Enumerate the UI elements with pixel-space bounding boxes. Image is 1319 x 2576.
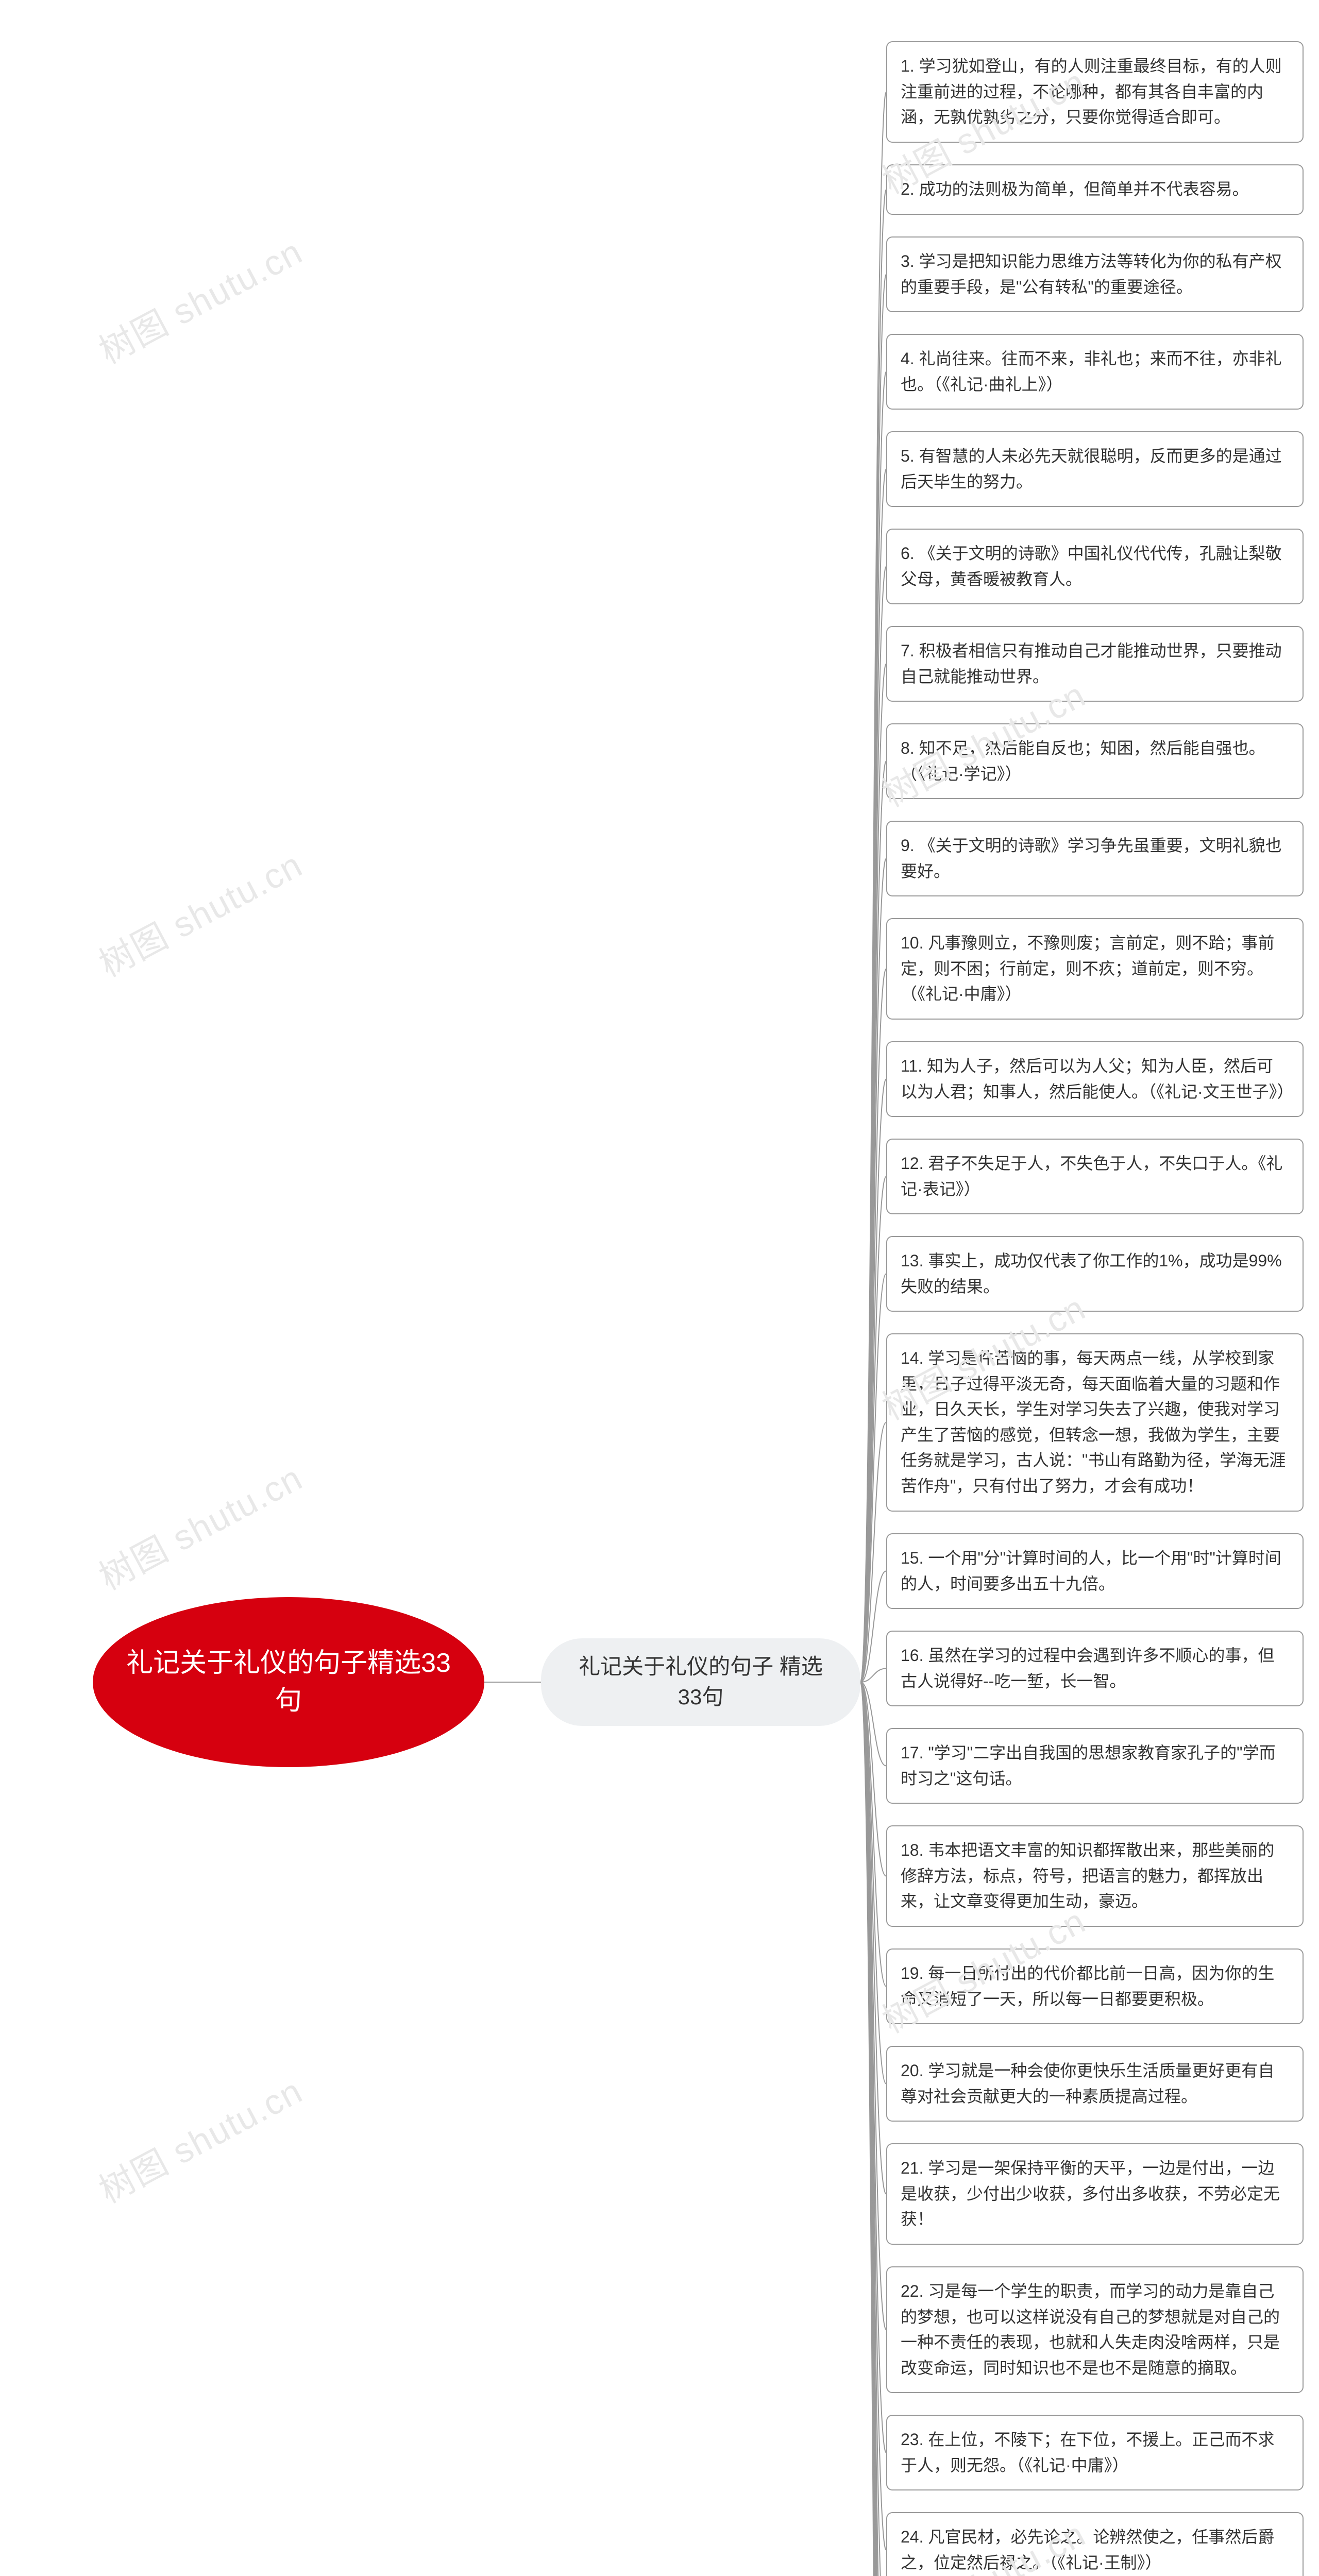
connector xyxy=(860,1682,886,2576)
connector xyxy=(860,1682,886,1987)
leaf-node: 11. 知为人子，然后可以为人父；知为人臣，然后可以为人君；知事人，然后能使人。… xyxy=(886,1041,1304,1117)
leaf-text: 17. "学习"二字出自我国的思想家教育家孔子的"学而时习之"这句话。 xyxy=(901,1743,1275,1788)
connector xyxy=(860,1682,886,2576)
connector xyxy=(860,969,886,1683)
leaf-text: 14. 学习是件苦恼的事，每天两点一线，从学校到家里，日子过得平淡无奇，每天面临… xyxy=(901,1349,1286,1495)
watermark: 树图 shutu.cn xyxy=(89,224,310,374)
connector xyxy=(860,567,886,1683)
leaf-text: 20. 学习就是一种会使你更快乐生活质量更好更有自尊对社会贡献更大的一种素质提高… xyxy=(901,2061,1274,2106)
leaf-node: 23. 在上位，不陵下；在下位，不援上。正己而不求于人，则无怨。（《礼记·中庸》… xyxy=(886,2415,1304,2490)
connector xyxy=(860,1682,886,1766)
leaf-text: 21. 学习是一架保持平衡的天平，一边是付出，一边是收获，少付出少收获，多付出多… xyxy=(901,2159,1280,2228)
leaf-text: 12. 君子不失足于人，不失色于人，不失口于人。《礼记·表记》） xyxy=(901,1154,1282,1198)
leaf-text: 15. 一个用"分"计算时间的人，比一个用"时"计算时间的人，时间要多出五十九倍… xyxy=(901,1549,1281,1593)
connector xyxy=(860,372,886,1683)
watermark: 树图 shutu.cn xyxy=(89,1450,310,1600)
leaf-node: 20. 学习就是一种会使你更快乐生活质量更好更有自尊对社会贡献更大的一种素质提高… xyxy=(886,2046,1304,2122)
leaf-node: 18. 韦本把语文丰富的知识都挥散出来，那些美丽的修辞方法，标点，符号，把语言的… xyxy=(886,1825,1304,1927)
connector xyxy=(860,1669,886,1683)
leaf-text: 7. 积极者相信只有推动自己才能推动世界，只要推动自己就能推动世界。 xyxy=(901,641,1282,686)
connector xyxy=(860,92,886,1683)
leaf-node: 12. 君子不失足于人，不失色于人，不失口于人。《礼记·表记》） xyxy=(886,1139,1304,1214)
leaf-node: 2. 成功的法则极为简单，但简单并不代表容易。 xyxy=(886,164,1304,215)
connector xyxy=(860,1682,886,2550)
leaf-node: 19. 每一日所付出的代价都比前一日高，因为你的生命又消短了一天，所以每一日都要… xyxy=(886,1948,1304,2024)
root-node: 礼记关于礼仪的句子精选33句 xyxy=(93,1597,484,1767)
connector xyxy=(860,275,886,1683)
leaf-text: 16. 虽然在学习的过程中会遇到许多不顺心的事，但古人说得好--吃一堑，长一智。 xyxy=(901,1646,1274,1690)
leaf-node: 10. 凡事豫则立，不豫则废；言前定，则不跲；事前定，则不困；行前定，则不疚；道… xyxy=(886,918,1304,1020)
leaf-text: 9. 《关于文明的诗歌》学习争先虽重要，文明礼貌也要好。 xyxy=(901,836,1282,880)
leaf-text: 3. 学习是把知识能力思维方法等转化为你的私有产权的重要手段，是"公有转私"的重… xyxy=(901,252,1282,296)
leaf-text: 2. 成功的法则极为简单，但简单并不代表容易。 xyxy=(901,180,1249,198)
leaf-node: 13. 事实上，成功仅代表了你工作的1%，成功是99%失败的结果。 xyxy=(886,1236,1304,1312)
leaf-node: 21. 学习是一架保持平衡的天平，一边是付出，一边是收获，少付出少收获，多付出多… xyxy=(886,2143,1304,2245)
mid-node: 礼记关于礼仪的句子 精选33句 xyxy=(541,1638,860,1726)
leaf-text: 11. 知为人子，然后可以为人父；知为人臣，然后可以为人君；知事人，然后能使人。… xyxy=(901,1057,1294,1101)
leaf-node: 5. 有智慧的人未必先天就很聪明，反而更多的是通过后天毕生的努力。 xyxy=(886,431,1304,507)
leaf-node: 4. 礼尚往来。往而不来，非礼也；来而不往，亦非礼也。（《礼记·曲礼上》） xyxy=(886,334,1304,410)
leaf-node: 22. 习是每一个学生的职责，而学习的动力是靠自己的梦想，也可以这样说没有自己的… xyxy=(886,2266,1304,2393)
connector xyxy=(860,1682,886,2194)
leaf-text: 5. 有智慧的人未必先天就很聪明，反而更多的是通过后天毕生的努力。 xyxy=(901,447,1282,491)
connector xyxy=(860,1682,886,2084)
leaf-node: 9. 《关于文明的诗歌》学习争先虽重要，文明礼貌也要好。 xyxy=(886,821,1304,896)
leaf-node: 24. 凡官民材，必先论之。论辨然使之，任事然后爵之，位定然后禄之。（《礼记·王… xyxy=(886,2512,1304,2576)
connector xyxy=(860,469,886,1683)
connector xyxy=(860,859,886,1683)
connector xyxy=(860,190,886,1682)
leaf-text: 18. 韦本把语文丰富的知识都挥散出来，那些美丽的修辞方法，标点，符号，把语言的… xyxy=(901,1841,1274,1910)
connector xyxy=(860,1177,886,1683)
leaf-text: 22. 习是每一个学生的职责，而学习的动力是靠自己的梦想，也可以这样说没有自己的… xyxy=(901,2282,1280,2377)
leaf-node: 14. 学习是件苦恼的事，每天两点一线，从学校到家里，日子过得平淡无奇，每天面临… xyxy=(886,1333,1304,1512)
leaf-text: 23. 在上位，不陵下；在下位，不援上。正己而不求于人，则无怨。（《礼记·中庸》… xyxy=(901,2430,1274,2475)
leaf-node: 16. 虽然在学习的过程中会遇到许多不顺心的事，但古人说得好--吃一堑，长一智。 xyxy=(886,1631,1304,1706)
connector xyxy=(860,1682,886,2453)
connector xyxy=(860,1682,886,2576)
connector xyxy=(860,1682,886,2576)
leaf-node: 6. 《关于文明的诗歌》中国礼仪代代传，孔融让梨敬父母，黄香暖被教育人。 xyxy=(886,529,1304,604)
connector xyxy=(860,1422,886,1682)
connector xyxy=(860,1682,886,2576)
leaf-text: 13. 事实上，成功仅代表了你工作的1%，成功是99%失败的结果。 xyxy=(901,1251,1282,1296)
watermark: 树图 shutu.cn xyxy=(89,2063,310,2213)
leaf-node: 3. 学习是把知识能力思维方法等转化为你的私有产权的重要手段，是"公有转私"的重… xyxy=(886,236,1304,312)
connector xyxy=(860,1682,886,1876)
connector xyxy=(860,1682,886,2576)
leaf-text: 19. 每一日所付出的代价都比前一日高，因为你的生命又消短了一天，所以每一日都要… xyxy=(901,1964,1274,2008)
leaf-node: 7. 积极者相信只有推动自己才能推动世界，只要推动自己就能推动世界。 xyxy=(886,626,1304,702)
connector xyxy=(860,1079,886,1683)
leaf-text: 24. 凡官民材，必先论之。论辨然使之，任事然后爵之，位定然后禄之。（《礼记·王… xyxy=(901,2528,1274,2572)
connector xyxy=(860,1682,886,2576)
leaf-node: 8. 知不足，然后能自反也；知困，然后能自强也。（《礼记·学记》） xyxy=(886,723,1304,799)
leaf-text: 10. 凡事豫则立，不豫则废；言前定，则不跲；事前定，则不困；行前定，则不疚；道… xyxy=(901,934,1274,1003)
connector xyxy=(860,1682,886,2576)
leaf-text: 8. 知不足，然后能自反也；知困，然后能自强也。（《礼记·学记》） xyxy=(901,739,1265,783)
connector xyxy=(860,1571,886,1683)
connector xyxy=(860,1682,886,2330)
leaf-text: 6. 《关于文明的诗歌》中国礼仪代代传，孔融让梨敬父母，黄香暖被教育人。 xyxy=(901,544,1282,588)
leaf-node: 15. 一个用"分"计算时间的人，比一个用"时"计算时间的人，时间要多出五十九倍… xyxy=(886,1533,1304,1609)
watermark: 树图 shutu.cn xyxy=(89,837,310,987)
mid-label: 礼记关于礼仪的句子 精选33句 xyxy=(577,1652,824,1713)
connector xyxy=(860,664,886,1683)
leaf-node: 1. 学习犹如登山，有的人则注重最终目标，有的人则注重前进的过程，不论哪种，都有… xyxy=(886,41,1304,143)
connector xyxy=(860,1682,886,2576)
leaf-node: 17. "学习"二字出自我国的思想家教育家孔子的"学而时习之"这句话。 xyxy=(886,1728,1304,1804)
root-label: 礼记关于礼仪的句子精选33句 xyxy=(124,1645,453,1720)
leaf-text: 4. 礼尚往来。往而不来，非礼也；来而不往，亦非礼也。（《礼记·曲礼上》） xyxy=(901,349,1282,394)
connector xyxy=(860,761,886,1683)
connector xyxy=(860,1274,886,1683)
leaf-text: 1. 学习犹如登山，有的人则注重最终目标，有的人则注重前进的过程，不论哪种，都有… xyxy=(901,57,1282,126)
